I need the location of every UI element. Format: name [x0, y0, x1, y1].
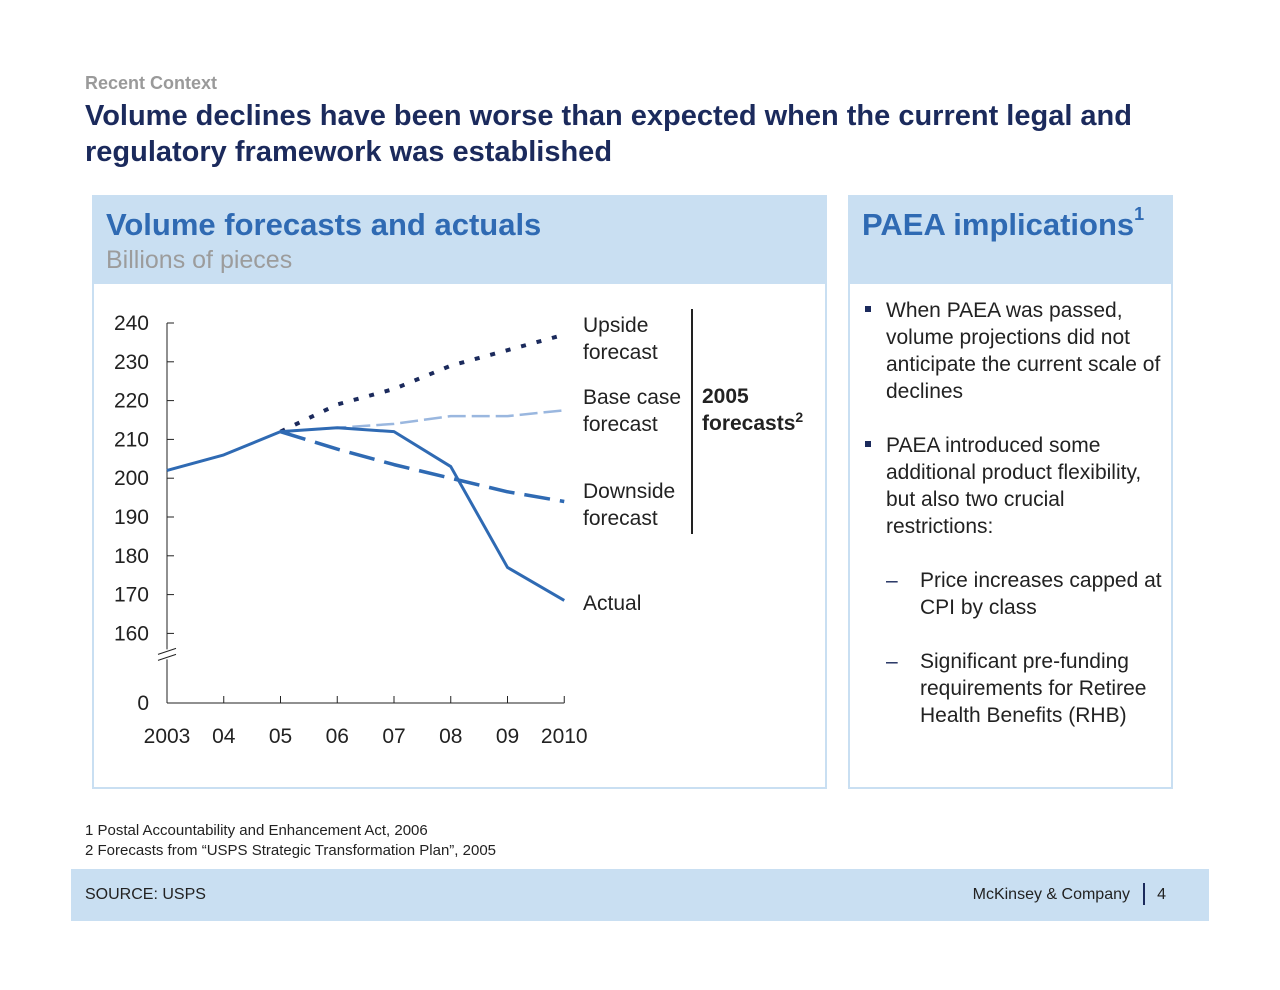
y-tick-label: 230: [114, 351, 149, 374]
dash-bullet-icon: –: [886, 569, 898, 592]
y-tick-label: 210: [114, 428, 149, 451]
implications-panel: PAEA implications1 When PAEA was passed,…: [848, 195, 1173, 789]
chart-panel-header: Volume forecasts and actuals Billions of…: [94, 197, 825, 284]
y-tick-label: 0: [137, 692, 149, 715]
y-tick-label: 160: [114, 622, 149, 645]
chart-panel-subtitle: Billions of pieces: [106, 246, 293, 274]
volume-line-chart: 240 230 220 210 200 190 180 170 160 0 2003 04 05 06 07…: [114, 309, 803, 748]
company-name: McKinsey & Company: [972, 886, 1130, 903]
page-number: 4: [1157, 886, 1166, 903]
dash-bullet-icon: –: [886, 650, 898, 673]
x-tick-label: 05: [269, 725, 292, 748]
x-tick-label: 2003: [144, 725, 191, 748]
bracket-label: forecasts2: [702, 409, 803, 435]
y-tick-label: 190: [114, 506, 149, 529]
upside-forecast-line: [279, 332, 565, 434]
axis-break-mark: [157, 653, 177, 661]
y-tick-label: 170: [114, 584, 149, 607]
base-case-forecast-label: forecast: [583, 413, 658, 436]
sub-bullet-text: Significant pre-funding requirements for…: [920, 650, 1147, 727]
implications-panel-header: PAEA implications1: [850, 197, 1171, 284]
upside-forecast-label: Upside: [583, 314, 648, 337]
sub-bullet-text: Price increases capped at CPI by class: [920, 569, 1162, 619]
footnote-2: 2 Forecasts from “USPS Strategic Transfo…: [85, 842, 496, 859]
upside-forecast-label: forecast: [583, 341, 658, 364]
sub-bullet-item: – Price increases capped at CPI by class: [864, 567, 1164, 621]
y-tick-label: 220: [114, 390, 149, 413]
downside-forecast-label: forecast: [583, 507, 658, 530]
implications-list: When PAEA was passed, volume projections…: [864, 297, 1164, 756]
x-tick-label: 07: [382, 725, 405, 748]
page-title: Volume declines have been worse than exp…: [85, 100, 1132, 168]
bracket-label: 2005: [702, 385, 749, 408]
actual-label: Actual: [583, 592, 641, 615]
x-tick-label: 08: [439, 725, 462, 748]
square-bullet-icon: [865, 441, 871, 447]
axis-break-mark: [157, 647, 177, 655]
section-kicker: Recent Context: [85, 73, 218, 93]
bullet-item: When PAEA was passed, volume projections…: [864, 297, 1164, 405]
source-note: SOURCE: USPS: [85, 886, 206, 903]
y-tick-label: 200: [114, 467, 149, 490]
footer-divider: [1143, 883, 1145, 905]
y-tick-label: 240: [114, 312, 149, 335]
bullet-text: PAEA introduced some additional product …: [886, 434, 1142, 538]
base-case-forecast-label: Base case: [583, 386, 681, 409]
x-tick-label: 06: [326, 725, 349, 748]
bullet-text: When PAEA was passed, volume projections…: [886, 299, 1161, 403]
actual-line: [166, 426, 566, 602]
square-bullet-icon: [865, 306, 871, 312]
footer-bar: SOURCE: USPS McKinsey & Company 4: [71, 869, 1209, 921]
downside-forecast-line: [279, 429, 565, 504]
bullet-item: PAEA introduced some additional product …: [864, 432, 1164, 540]
footnote-marker: 2: [795, 409, 803, 425]
x-tick-label: 2010: [541, 725, 588, 748]
footnote-marker: 1: [1134, 203, 1145, 224]
x-tick-label: 04: [212, 725, 236, 748]
x-tick-label: 09: [496, 725, 519, 748]
downside-forecast-label: Downside: [583, 480, 675, 503]
sub-bullet-item: – Significant pre-funding requirements fo…: [864, 648, 1164, 729]
footnote-1: 1 Postal Accountability and Enhancement …: [85, 822, 428, 839]
y-tick-label: 180: [114, 545, 149, 568]
chart-panel: Volume forecasts and actuals Billions of…: [92, 195, 827, 789]
chart-panel-title: Volume forecasts and actuals: [106, 207, 542, 242]
implications-panel-title: PAEA implications1: [862, 203, 1145, 242]
